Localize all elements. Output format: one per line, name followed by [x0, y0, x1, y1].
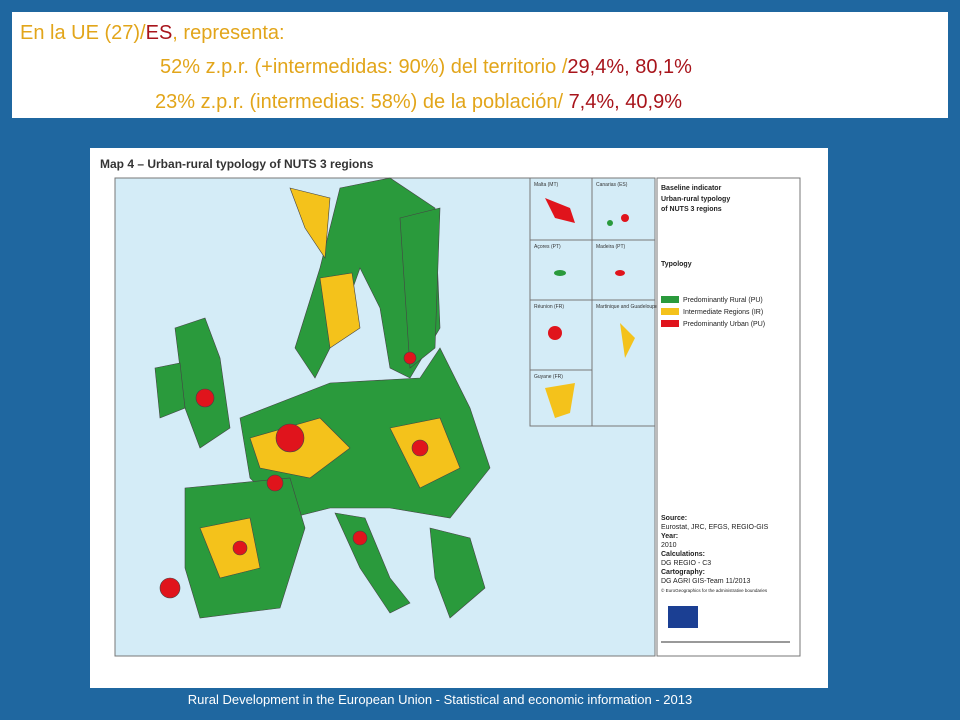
legend-swatch [661, 308, 679, 315]
inset-label: Martinique and Guadeloupe (FR) [596, 304, 669, 310]
legend-item: Predominantly Urban (PU) [683, 321, 765, 328]
header-line: 23% z.p.r. (intermedias: 58%) de la pobl… [155, 91, 682, 114]
text: En la UE (27)/ [20, 22, 146, 44]
region [232, 540, 248, 556]
land [154, 177, 491, 619]
map-figure: Map 4 – Urban-rural typology of NUTS 3 r… [90, 148, 828, 688]
credit: Cartography: [661, 569, 705, 576]
region [159, 577, 181, 599]
text: 23% z.p.r. (intermedias: 58%) de la pobl… [155, 91, 569, 113]
territory [545, 383, 575, 418]
greece [429, 527, 486, 619]
island [545, 198, 575, 223]
island [615, 270, 625, 276]
credit: Eurostat, JRC, EFGS, REGIO-GIS [661, 524, 769, 531]
text: , representa: [172, 22, 285, 44]
credit: © EuroGeographics for the administrative… [661, 587, 768, 593]
credit: Year: [661, 533, 678, 540]
text: 29,4%, 80,1% [567, 56, 692, 78]
island [554, 270, 566, 276]
credit: Source: [661, 515, 687, 522]
credit: 2010 [661, 542, 677, 549]
inset-label: Açores (PT) [534, 244, 561, 250]
legend-heading: Baseline indicator [661, 185, 722, 192]
header-box: En la UE (27)/ES, representa: 52% z.p.r.… [12, 12, 948, 118]
text: 52% z.p.r. (+intermedidas: 90%) del terr… [160, 56, 568, 78]
legend-subtitle: of NUTS 3 regions [661, 206, 722, 213]
legend-item: Predominantly Rural (PU) [683, 297, 763, 304]
legend: Baseline indicator Urban-rural typology … [656, 177, 801, 657]
island [548, 326, 562, 340]
footer: Rural Development in the European Union … [187, 692, 693, 707]
inset-label: Canarias (ES) [596, 182, 628, 188]
map-title: Map 4 – Urban-rural typology of NUTS 3 r… [100, 157, 374, 171]
region [266, 474, 284, 492]
region [411, 439, 429, 457]
inset-label: Malta (MT) [534, 182, 559, 188]
header-line: En la UE (27)/ES, representa: [20, 22, 285, 45]
inset-label: Guyane (FR) [534, 374, 563, 380]
header-line: 52% z.p.r. (+intermedidas: 90%) del terr… [160, 56, 692, 79]
insets: Malta (MT) Canarias (ES) Açores (PT) Mad… [529, 177, 669, 427]
credit: Calculations: [661, 551, 705, 558]
region [195, 388, 215, 408]
region [275, 423, 305, 453]
island [607, 220, 613, 226]
region [403, 351, 417, 365]
island [620, 323, 635, 358]
inset-label: Réunion (FR) [534, 304, 564, 310]
finland [399, 207, 441, 369]
eu-flag [668, 606, 698, 628]
credit: DG AGRI GIS-Team 11/2013 [661, 578, 750, 585]
credit: DG REGIO - C3 [661, 560, 711, 567]
legend-swatch [661, 320, 679, 327]
text: 7,4%, 40,9% [568, 91, 682, 113]
ireland [154, 362, 186, 419]
region [319, 272, 361, 349]
text: ES [145, 22, 173, 44]
legend-subtitle: Urban-rural typology [661, 196, 730, 203]
legend-swatch [661, 296, 679, 303]
inset-label: Madeira (PT) [596, 244, 626, 250]
legend-typology: Typology [661, 261, 692, 268]
region [352, 530, 368, 546]
island [621, 214, 629, 222]
legend-panel [656, 177, 801, 657]
region [289, 187, 331, 259]
region [199, 517, 261, 579]
legend-item: Intermediate Regions (IR) [683, 309, 763, 316]
